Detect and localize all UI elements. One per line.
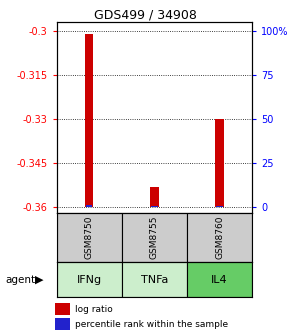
Bar	[151, 206, 158, 207]
Text: ▶: ▶	[35, 275, 44, 285]
Bar	[57, 213, 122, 262]
Bar	[216, 206, 223, 207]
Bar	[55, 303, 70, 315]
Text: GDS499 / 34908: GDS499 / 34908	[94, 8, 196, 22]
Bar	[187, 213, 252, 262]
Bar	[122, 262, 187, 297]
Bar	[215, 119, 224, 207]
Text: IFNg: IFNg	[77, 275, 102, 285]
Bar	[86, 205, 93, 207]
Text: TNFa: TNFa	[141, 275, 168, 285]
Text: GSM8760: GSM8760	[215, 216, 224, 259]
Bar	[187, 262, 252, 297]
Text: IL4: IL4	[211, 275, 228, 285]
Bar	[57, 262, 122, 297]
Text: GSM8755: GSM8755	[150, 216, 159, 259]
Bar	[122, 213, 187, 262]
Text: GSM8750: GSM8750	[85, 216, 94, 259]
Bar	[55, 318, 70, 330]
Bar	[150, 187, 159, 207]
Text: agent: agent	[6, 275, 36, 285]
Bar	[85, 34, 93, 207]
Text: percentile rank within the sample: percentile rank within the sample	[75, 320, 229, 329]
Text: log ratio: log ratio	[75, 304, 113, 313]
